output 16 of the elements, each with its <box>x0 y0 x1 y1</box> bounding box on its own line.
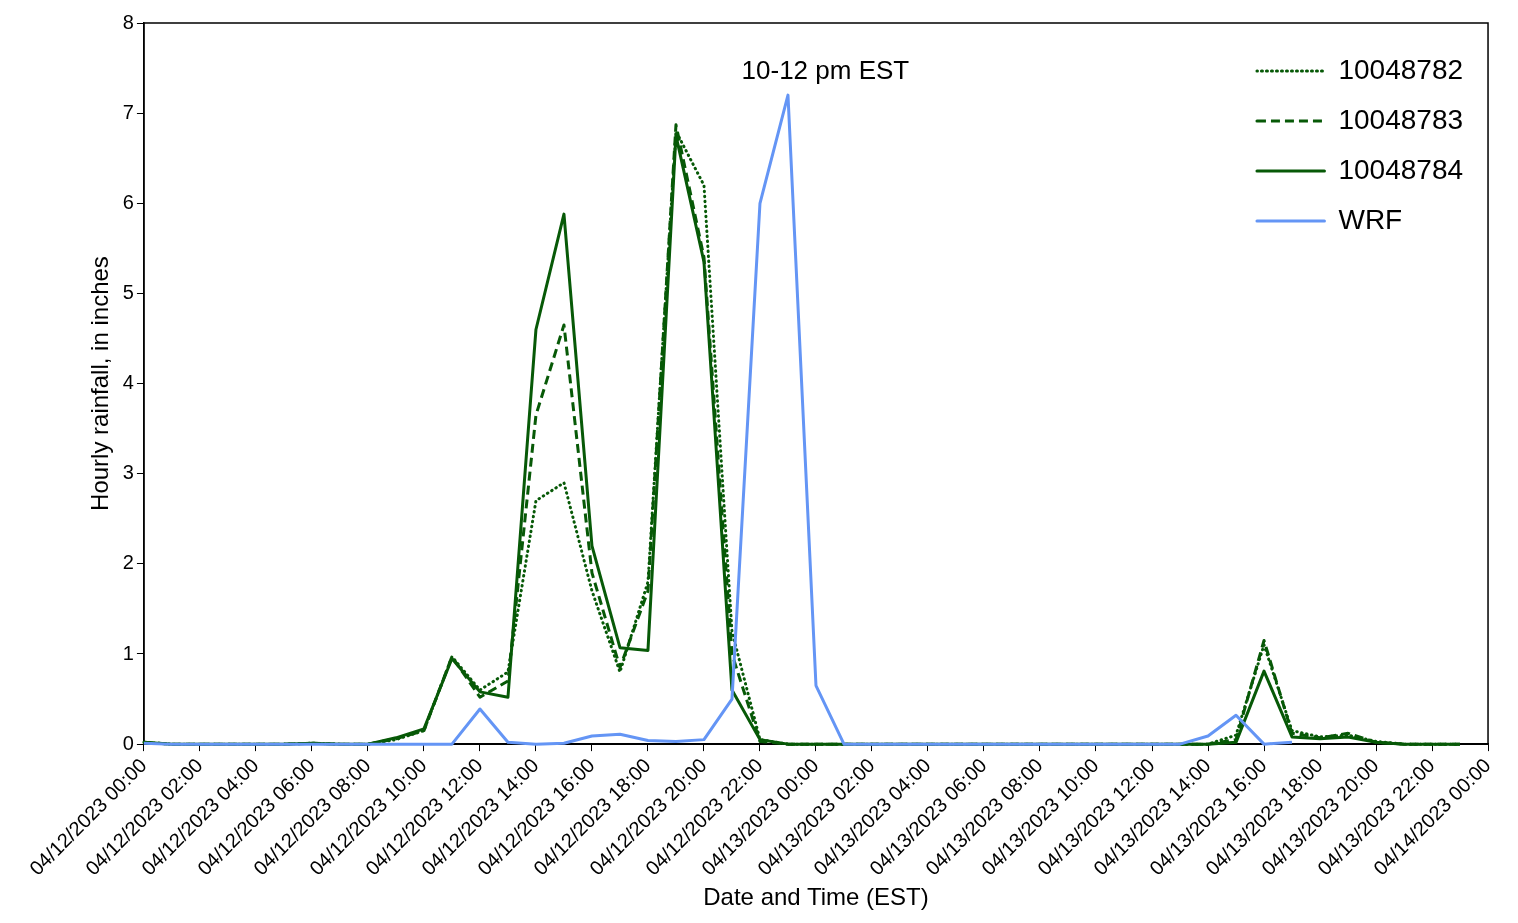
y-tick-label: 4 <box>122 371 134 394</box>
legend-label: 10048783 <box>1338 103 1464 135</box>
x-axis-title: Date and Time (EST) <box>703 883 929 911</box>
y-tick-label: 3 <box>122 461 134 484</box>
legend-label: 10048782 <box>1338 53 1464 85</box>
y-tick-label: 8 <box>122 10 134 33</box>
legend-label: 10048784 <box>1338 153 1464 185</box>
y-tick-label: 1 <box>122 641 134 664</box>
y-tick-label: 0 <box>122 731 134 754</box>
y-tick-label: 5 <box>122 280 134 303</box>
y-tick-label: 2 <box>122 551 134 574</box>
annotation: 10-12 pm EST <box>741 55 910 86</box>
y-tick-label: 6 <box>122 190 134 213</box>
legend-label: WRF <box>1338 203 1403 235</box>
y-axis-title: Hourly rainfall, in inches <box>86 256 114 511</box>
y-tick-label: 7 <box>122 100 134 123</box>
